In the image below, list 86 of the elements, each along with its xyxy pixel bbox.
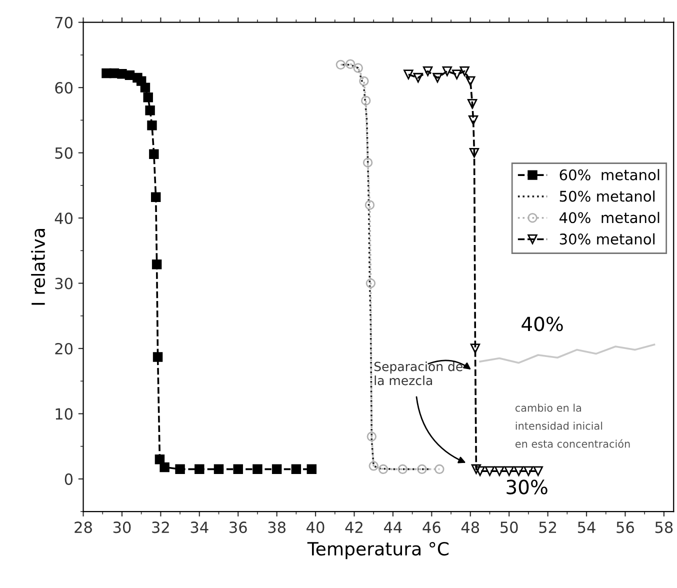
y-tick-label: 70	[55, 16, 73, 28]
point	[378, 464, 388, 474]
x-axis-title: Temperatura °C	[307, 542, 449, 560]
legend-label: 60% metanol	[560, 169, 660, 180]
point	[152, 352, 163, 362]
point	[364, 200, 375, 210]
point	[442, 66, 452, 76]
x-tick-label: 32	[152, 522, 169, 534]
point	[291, 464, 302, 474]
point	[467, 99, 478, 109]
point	[150, 192, 161, 202]
y-tick-label: 10	[56, 408, 73, 420]
x-tick-label: 40	[306, 522, 324, 534]
point	[233, 464, 243, 474]
point	[432, 72, 442, 83]
x-tick-label: 50	[500, 522, 518, 534]
x-tick-label: 34	[190, 522, 208, 534]
point	[466, 76, 476, 86]
point	[361, 96, 371, 106]
point	[145, 106, 155, 116]
y-tick-label: 60	[55, 82, 73, 94]
point	[368, 461, 378, 471]
point	[470, 344, 480, 354]
point	[366, 278, 376, 288]
x-tick-label: 30	[113, 522, 131, 534]
point	[306, 464, 317, 474]
point	[398, 464, 408, 474]
x-tick-label: 38	[268, 522, 286, 534]
point	[434, 464, 444, 474]
point	[252, 464, 262, 474]
point	[460, 66, 470, 76]
point	[494, 466, 504, 476]
x-tick-label: 52	[539, 522, 556, 534]
legend-label: 30% metanol	[560, 233, 654, 245]
point	[468, 115, 478, 126]
legend-label: 40% metanol	[559, 212, 660, 224]
point	[413, 72, 423, 83]
y-tick-label: 30	[55, 278, 73, 290]
point	[514, 466, 524, 476]
point	[149, 149, 159, 159]
point	[452, 70, 462, 80]
point	[194, 464, 204, 474]
annotation: 40%	[522, 316, 563, 332]
x-tick-label: 28	[74, 522, 92, 534]
y-tick-label: 0	[64, 473, 73, 485]
point	[359, 76, 369, 86]
annotation: Separacion de la mezcla	[374, 362, 462, 386]
x-tick-label: 46	[422, 522, 440, 534]
point	[214, 464, 224, 474]
annotation: 30%	[506, 480, 548, 494]
point	[272, 464, 282, 474]
x-tick-label: 58	[655, 522, 673, 534]
line-series	[479, 344, 656, 364]
y-tick-label: 40	[54, 212, 73, 224]
y-tick-label: 50	[55, 147, 73, 159]
x-tick-label: 36	[230, 522, 247, 534]
point	[140, 82, 150, 92]
y-tick-label: 20	[55, 342, 73, 355]
x-tick-label: 54	[578, 522, 596, 534]
point	[533, 466, 543, 476]
point	[404, 70, 414, 80]
x-tick-label: 44	[384, 522, 402, 533]
point	[143, 92, 153, 102]
point	[422, 66, 433, 76]
point	[152, 259, 162, 270]
point	[475, 466, 485, 476]
point	[353, 63, 363, 73]
y-axis-title: I relativa	[31, 229, 46, 305]
point	[346, 59, 356, 69]
point	[504, 466, 514, 476]
x-tick-label: 56	[616, 522, 634, 534]
point	[362, 158, 373, 168]
point	[160, 462, 170, 472]
point	[524, 466, 534, 476]
point	[417, 464, 427, 474]
x-tick-label: 42	[345, 522, 362, 533]
annotation: cambio en la intensidad inicial en esta concentración	[515, 404, 630, 448]
point	[366, 432, 377, 442]
point	[175, 464, 185, 474]
point	[469, 148, 480, 158]
point	[471, 464, 482, 474]
point	[147, 120, 157, 130]
legend-label: 50% metanol	[560, 190, 654, 202]
x-tick-label: 48	[461, 522, 480, 534]
point	[336, 60, 346, 70]
point	[484, 466, 495, 476]
